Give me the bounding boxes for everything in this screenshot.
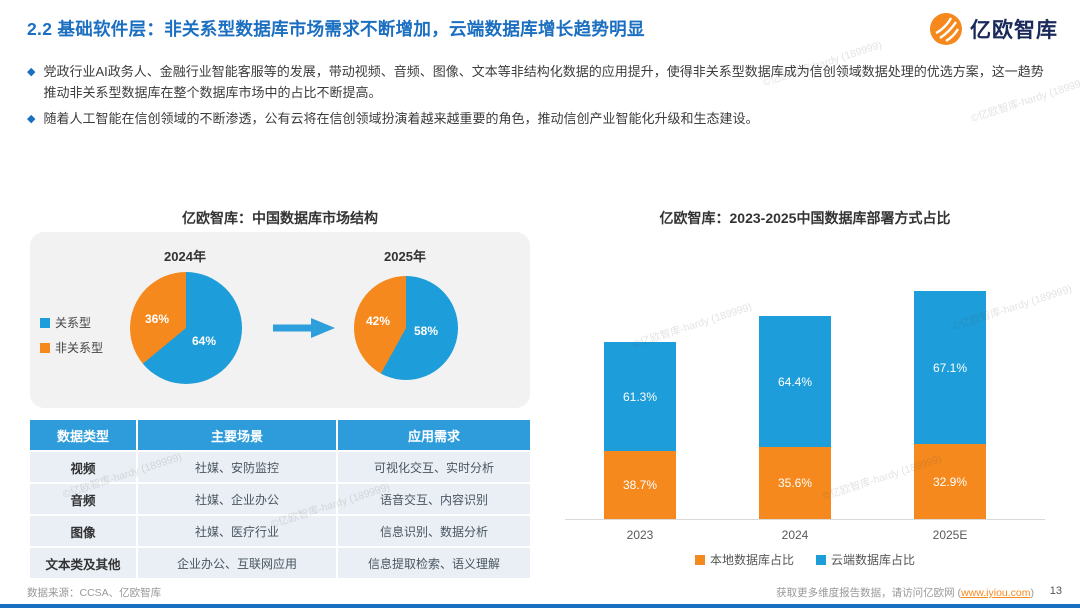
legend-swatch-non-relational bbox=[40, 342, 50, 353]
table-cell: 信息提取检索、语义理解 bbox=[338, 548, 530, 578]
diamond-bullet-icon: ◆ bbox=[27, 66, 36, 78]
iyiou-link[interactable]: www.iyiou.com bbox=[961, 587, 1031, 599]
bar-legend: 本地数据库占比 云端数据库占比 bbox=[560, 551, 1050, 568]
table-cell: 可视化交互、实时分析 bbox=[338, 452, 530, 482]
bar-chart-title: 亿欧智库：2023-2025中国数据库部署方式占比 bbox=[659, 210, 951, 226]
pie-year-label-2024: 2024年 bbox=[164, 249, 206, 264]
pie-2024: 36% 64% bbox=[130, 272, 242, 384]
pie-slice-label: 36% bbox=[145, 312, 170, 326]
legend-label: 本地数据库占比 bbox=[709, 553, 794, 567]
bar-category-label: 2023 bbox=[626, 528, 654, 542]
table-cell: 图像 bbox=[30, 516, 136, 546]
table-cell: 视频 bbox=[30, 452, 136, 482]
pie-year-label-2025: 2025年 bbox=[384, 249, 426, 264]
bar-value-label: 38.7% bbox=[622, 478, 658, 492]
legend-label: 关系型 bbox=[55, 316, 92, 330]
bar-value-label: 35.6% bbox=[777, 476, 813, 490]
bar-value-label: 67.1% bbox=[932, 360, 968, 375]
table-cell: 音频 bbox=[30, 484, 136, 514]
page-number: 13 bbox=[1049, 585, 1062, 597]
legend-item-relational: 关系型 bbox=[40, 314, 103, 331]
legend-item-local: 本地数据库占比 bbox=[694, 551, 794, 568]
table-header: 应用需求 bbox=[338, 420, 530, 450]
table-cell: 文本类及其他 bbox=[30, 548, 136, 578]
bar-segment-cloud: 67.1% bbox=[914, 291, 986, 444]
bullet-list: ◆ 党政行业AI政务人、金融行业智能客服等的发展，带动视频、音频、图像、文本等非… bbox=[27, 62, 1055, 134]
bar-segment-cloud: 64.4% bbox=[759, 316, 831, 447]
legend-label: 云端数据库占比 bbox=[831, 553, 916, 567]
bullet-text: 党政行业AI政务人、金融行业智能客服等的发展，带动视频、音频、图像、文本等非结构… bbox=[43, 64, 1044, 100]
eo-logo-icon bbox=[930, 13, 962, 45]
bar-value-label: 61.3% bbox=[622, 389, 658, 404]
bar-value-label: 64.4% bbox=[777, 374, 813, 389]
table-cell: 企业办公、互联网应用 bbox=[138, 548, 336, 578]
bar-2025e: 67.1% 32.9% bbox=[914, 291, 986, 519]
x-axis-line bbox=[565, 519, 1045, 520]
logo-text: 亿欧智库 bbox=[970, 19, 1058, 42]
footer-note: 获取更多维度报告数据，请访问亿欧网 (www.iyiou.com) bbox=[776, 585, 1034, 600]
pie-slice-label: 42% bbox=[366, 314, 391, 328]
table-cell: 社媒、安防监控 bbox=[138, 452, 336, 482]
table-cell: 信息识别、数据分析 bbox=[338, 516, 530, 546]
table-header: 主要场景 bbox=[138, 420, 336, 450]
legend-swatch-relational bbox=[40, 317, 50, 328]
footer-note-prefix: 获取更多维度报告数据，请访问亿欧网 ( bbox=[776, 587, 962, 599]
legend-item-cloud: 云端数据库占比 bbox=[816, 551, 915, 568]
legend-label: 非关系型 bbox=[55, 341, 104, 355]
bar-segment-local: 32.9% bbox=[914, 444, 986, 519]
table-cell: 社媒、医疗行业 bbox=[138, 516, 336, 546]
data-source-note: 数据来源：CCSA、亿欧智库 bbox=[27, 587, 162, 599]
bullet-item: ◆ 随着人工智能在信创领域的不断渗透，公有云将在信创领域扮演着越来越重要的角色，… bbox=[27, 109, 1055, 130]
footer-note-suffix: ) bbox=[1030, 587, 1035, 599]
company-logo: 亿欧智库 bbox=[929, 12, 1058, 46]
table-cell: 语音交互、内容识别 bbox=[338, 484, 530, 514]
table-header: 数据类型 bbox=[30, 420, 136, 450]
pie-2025: 42% 58% bbox=[354, 276, 458, 380]
diamond-bullet-icon: ◆ bbox=[27, 112, 36, 125]
stacked-bar-chart: 61.3% 38.7% 64.4% 35.6% 67.1% 32.9% bbox=[560, 270, 1050, 520]
bar-segment-local: 38.7% bbox=[604, 451, 676, 519]
bullet-text: 随着人工智能在信创领域的不断渗透，公有云将在信创领域扮演着越来越重要的角色，推动… bbox=[43, 110, 759, 126]
pie-slice-label: 64% bbox=[192, 334, 217, 348]
bar-category-label: 2025E bbox=[932, 528, 968, 542]
table-cell: 社媒、企业办公 bbox=[138, 484, 336, 514]
legend-swatch-local bbox=[694, 554, 705, 565]
legend-swatch-cloud bbox=[816, 554, 826, 565]
bar-segment-cloud: 61.3% bbox=[604, 342, 676, 451]
bar-value-label: 32.9% bbox=[932, 474, 968, 489]
transition-arrow-icon bbox=[273, 318, 335, 338]
bar-2024: 64.4% 35.6% bbox=[759, 316, 831, 519]
bar-category-label: 2024 bbox=[781, 528, 809, 542]
page-title: 2.2 基础软件层：非关系型数据库市场需求不断增加，云端数据库增长趋势明显 bbox=[27, 19, 645, 39]
pie-chart-title: 亿欧智库：中国数据库市场结构 bbox=[182, 210, 378, 226]
data-type-table: 数据类型 主要场景 应用需求 视频 社媒、安防监控 可视化交互、实时分析 音频 … bbox=[30, 420, 530, 578]
legend-item-non-relational: 非关系型 bbox=[40, 339, 103, 356]
market-structure-panel: 2024年 2025年 关系型 非关系型 36% 64% 42% 58% bbox=[30, 232, 530, 408]
pie-slice-label: 58% bbox=[414, 324, 439, 338]
bottom-accent-bar bbox=[0, 604, 1080, 608]
pie-legend: 关系型 非关系型 bbox=[40, 314, 103, 364]
bar-segment-local: 35.6% bbox=[759, 447, 831, 519]
bar-2023: 61.3% 38.7% bbox=[604, 342, 676, 519]
bullet-item: ◆ 党政行业AI政务人、金融行业智能客服等的发展，带动视频、音频、图像、文本等非… bbox=[27, 62, 1055, 104]
